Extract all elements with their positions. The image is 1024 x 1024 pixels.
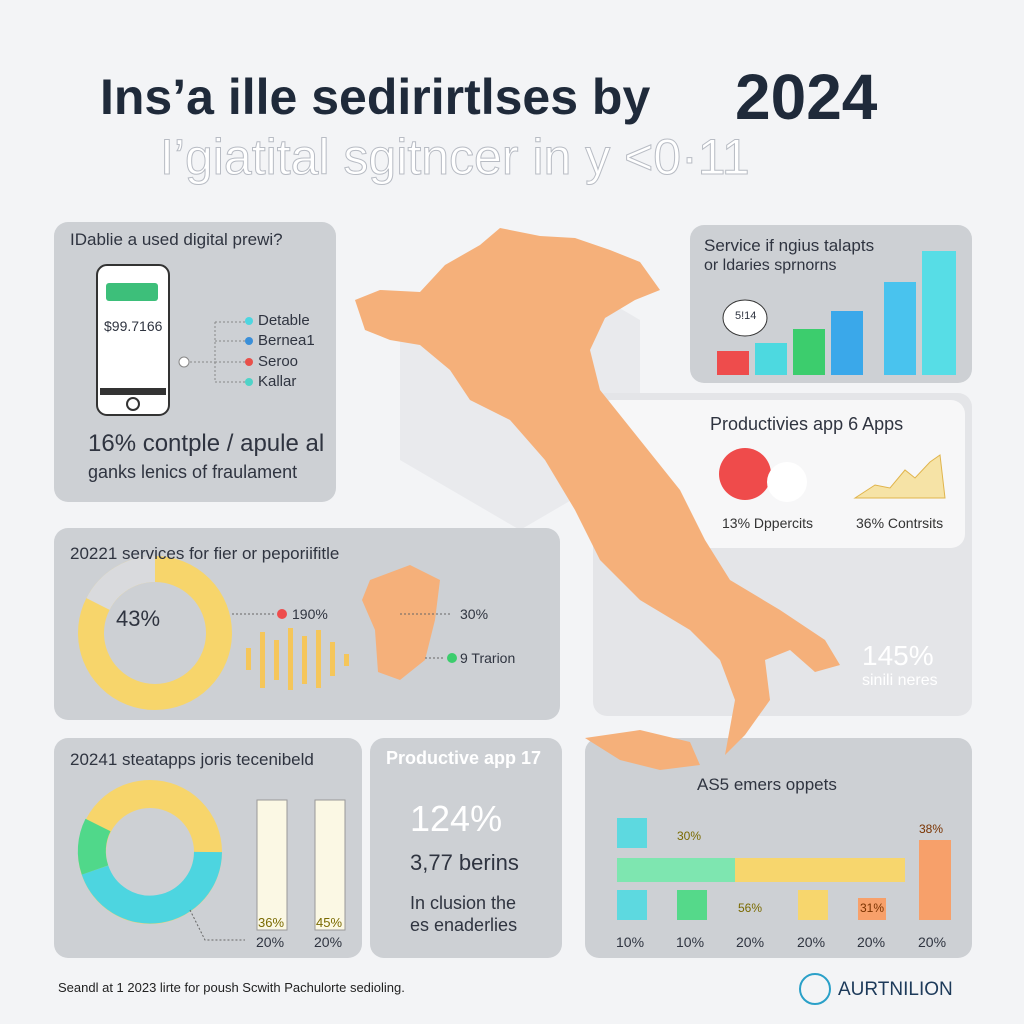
axis-label: 20%: [736, 934, 765, 950]
axis-label: 10%: [676, 934, 705, 950]
bar: [919, 840, 951, 920]
legend-item: Seroo: [258, 353, 299, 370]
white-circle: [767, 462, 807, 502]
app17-panel: [370, 738, 562, 958]
bar-label: 36%: [258, 915, 285, 930]
stat: 16% contple / apule al: [88, 430, 325, 457]
italy-map: [355, 228, 840, 755]
panel-title: Service if ngius talapts: [704, 236, 875, 255]
emers-panel: [585, 738, 972, 958]
screen-value: $99.7166: [104, 318, 163, 334]
caption: es enaderlies: [410, 915, 518, 935]
legend-dot: [245, 337, 253, 345]
connector-lines: [232, 613, 450, 659]
axis-label: 20%: [797, 934, 826, 950]
caption: In clusion the: [410, 893, 517, 913]
big-stat: 145%: [862, 640, 934, 671]
stat: 124%: [410, 798, 503, 839]
label: 30%: [460, 606, 489, 622]
legend-dot: [245, 378, 253, 386]
red-circle: [719, 448, 771, 500]
sub: 3,77 berins: [410, 850, 519, 875]
bar-label: 56%: [738, 901, 763, 915]
bar: [617, 818, 647, 848]
dot: [447, 653, 457, 663]
panel-title: Productive app 17: [386, 748, 542, 768]
bubble-label: 5!14: [735, 310, 757, 322]
bar: [256, 799, 288, 931]
brand-logo: [799, 973, 831, 1005]
bar-label: 31%: [860, 901, 885, 915]
legend-dot: [245, 317, 253, 325]
bar: [831, 311, 863, 375]
bar: [884, 282, 916, 375]
wave-bars: [246, 628, 349, 690]
label: 13% Dppercits: [722, 515, 814, 531]
panel-title: Productivies app 6 Apps: [710, 414, 904, 434]
footer-note: Seandl at 1 2023 lirte for poush Scwith …: [58, 980, 405, 995]
legend-item: Kallar: [258, 373, 297, 390]
bar: [617, 890, 647, 920]
sicily: [585, 730, 700, 770]
dot: [277, 609, 287, 619]
donut-segment: [81, 851, 222, 924]
label: 9 Trarion: [460, 650, 516, 666]
sardinia: [362, 565, 440, 680]
big-caption: sinili neres: [862, 672, 938, 689]
bar: [858, 898, 886, 920]
bar: [617, 858, 735, 882]
panel-title: 20221 services for fier or peporiifitle: [70, 544, 340, 563]
legend-dot: [245, 358, 253, 366]
phone-button: [126, 397, 140, 411]
bar: [735, 858, 905, 882]
subtitle: I’giatital sgitncer in y <0·11: [160, 129, 751, 186]
area-sparkline: [853, 454, 946, 499]
bar-label: 30%: [677, 829, 702, 843]
donut-gap: [86, 556, 156, 611]
bar-label: 38%: [919, 822, 944, 836]
bar: [922, 251, 956, 375]
bar: [677, 890, 707, 920]
donut-label: 43%: [116, 606, 161, 631]
bar: [755, 343, 787, 375]
bar: [798, 890, 828, 920]
legend-item: Bernea1: [258, 332, 315, 349]
bubble: [722, 299, 768, 337]
connector: [178, 356, 190, 368]
axis-label: 20%: [256, 934, 285, 950]
connector-lines: [189, 909, 245, 941]
label: 190%: [292, 606, 328, 622]
axis-label: 20%: [857, 934, 886, 950]
phone-bar: [100, 388, 166, 395]
panel-subtitle: or ldaries sprnorns: [704, 257, 837, 274]
axis-label: 10%: [616, 934, 645, 950]
phone-screen-bar: [106, 283, 158, 301]
panel-title: AS5 emers oppets: [697, 775, 837, 794]
axis-label: 20%: [918, 934, 947, 950]
bar-label: 45%: [316, 915, 343, 930]
phone: [96, 264, 170, 416]
bar: [793, 329, 825, 375]
title-year: 2024: [735, 61, 878, 133]
panel-title: 20241 steatapps joris tecenibeld: [70, 750, 314, 769]
connector-lines: [190, 321, 245, 383]
legend-item: Detable: [258, 312, 310, 329]
title: Ins’a ille sedirirtlses by: [100, 69, 651, 125]
bar: [717, 351, 749, 375]
label: 36% Contrsits: [856, 515, 944, 531]
brand: AURTNILION: [838, 979, 953, 1000]
panel-title: IDablie a used digital prewi?: [70, 230, 283, 249]
bar: [314, 799, 346, 931]
donut-segment: [77, 818, 111, 875]
caption: ganks lenics of fraulament: [88, 462, 298, 482]
axis-label: 20%: [314, 934, 343, 950]
